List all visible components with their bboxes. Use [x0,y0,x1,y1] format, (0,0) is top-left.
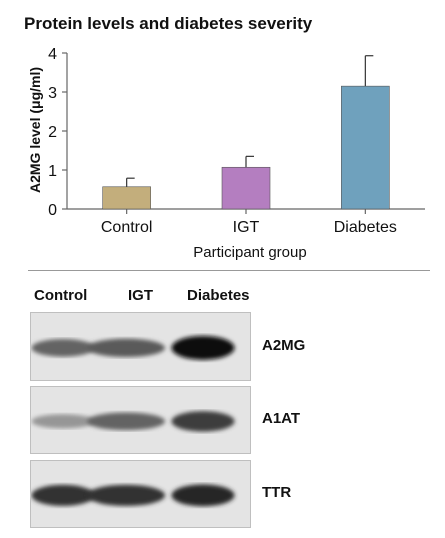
blot-panel-a2mg [30,312,251,381]
blot-panel-a1at [30,386,251,454]
x-tick-label-diabetes: Diabetes [334,219,397,236]
section-divider [28,270,430,271]
blot-column-diabetes: Diabetes [187,287,250,304]
blot-panel-ttr [30,460,251,528]
y-tick-label: 4 [48,46,57,63]
y-tick-label: 2 [48,124,57,141]
band-label-a2mg: A2MG [262,337,306,354]
x-tick-label-igt: IGT [233,219,260,236]
bar-chart: 0 1 2 3 4 Control IGT Diabetes A2MG level (μg/m… [27,46,425,261]
band [171,484,235,507]
band [31,414,95,429]
x-tick-label-control: Control [101,219,153,236]
band [87,484,165,506]
bar-control [102,186,151,210]
band-label-ttr: TTR [262,484,292,501]
blot-image [31,411,235,432]
bar-diabetes [341,85,390,210]
band-label-a1at: A1AT [262,410,301,427]
blot-column-control: Control [34,287,88,304]
band [87,412,165,431]
band [87,338,165,358]
y-axis-label: A2MG level (μg/ml) [27,67,43,193]
y-tick-label: 3 [48,85,57,102]
band [31,484,95,506]
blot-column-igt: IGT [128,287,153,304]
blot-image [31,484,235,507]
chart-bars [102,55,390,210]
bar-igt [221,166,271,210]
band [31,338,95,357]
blot-image [31,335,235,360]
band [171,335,235,360]
y-tick-label: 0 [48,202,57,219]
band [171,411,235,432]
y-tick-label: 1 [48,163,57,180]
chart-title: Protein levels and diabetes severity [24,14,313,33]
x-axis-label: Participant group [193,244,306,261]
